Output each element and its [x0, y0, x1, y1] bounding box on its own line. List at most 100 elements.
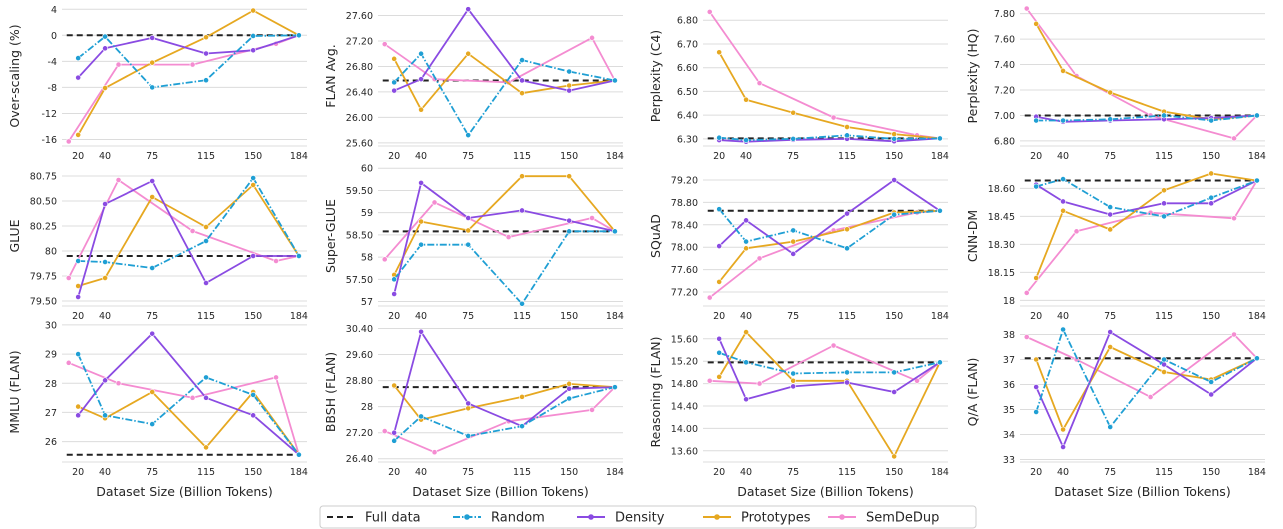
panel-super-glue: 60 59.50 59 58.50 58 57.50 57 20 40 75 115 150 184 Su…: [323, 164, 624, 322]
x-tick-label: 150: [560, 467, 578, 478]
series-semdedup-point: [65, 275, 72, 281]
series-density-point: [391, 87, 398, 94]
panel-squad: 79.20 78.80 78.40 78.00 77.60 77.20 20 40 75 115 1…: [648, 176, 949, 323]
series-random-point: [203, 374, 209, 381]
series-random-line: [393, 52, 616, 137]
y-tick-label: 58.50: [346, 230, 373, 241]
x-tick-label: 115: [838, 467, 856, 478]
y-tick-label: 28: [45, 379, 57, 390]
series-prototypes-point: [1161, 369, 1167, 375]
series-prototypes-line: [718, 51, 940, 140]
series-prototypes-point: [844, 124, 850, 130]
series-random-point: [1060, 176, 1066, 182]
series-random-point: [102, 259, 108, 265]
y-tick-label: 6.80: [994, 136, 1015, 147]
series-density-point: [566, 385, 573, 392]
series-random-point: [1161, 356, 1167, 363]
y-tick-label: -8: [48, 83, 57, 94]
x-tick-label: 184: [931, 151, 949, 162]
series-prototypes-line: [393, 382, 615, 421]
series-random-point: [566, 68, 573, 75]
x-tick-label: 150: [1202, 151, 1220, 162]
series-random-line: [718, 208, 940, 250]
y-tick-label: 7.20: [994, 86, 1015, 97]
series-prototypes-point: [102, 85, 108, 91]
series-density-point: [102, 201, 108, 207]
series-density-point: [391, 291, 398, 297]
series-random-point: [1033, 409, 1040, 415]
series-random-line: [77, 353, 300, 456]
series-prototypes-line: [77, 184, 300, 287]
series-density-point: [465, 215, 472, 221]
series-semdedup-line: [1026, 333, 1258, 398]
series-random-point: [391, 276, 398, 283]
series-random-point: [391, 437, 398, 444]
series-density-point: [465, 400, 472, 407]
series-random-point: [296, 451, 302, 458]
x-tick-label: 75: [787, 151, 799, 162]
series-density-point: [250, 412, 257, 419]
series-semdedup-point: [189, 228, 196, 234]
y-axis-label: CNN-DM: [965, 210, 980, 262]
y-axis-label: FLAN Avg.: [323, 44, 338, 107]
series-semdedup-point: [189, 394, 196, 401]
series-random-point: [149, 421, 156, 427]
panel-glue: 80.75 80.50 80.25 80 79.75 79.50 20 40 75 115 150 1…: [7, 172, 308, 323]
x-tick-label: 75: [146, 467, 158, 478]
series-prototypes-point: [1033, 275, 1040, 281]
series-semdedup-point: [115, 61, 122, 68]
series-semdedup-point: [1073, 228, 1080, 235]
series-density-point: [102, 45, 108, 52]
y-tick-label: 0: [51, 31, 57, 42]
series-random-point: [1254, 112, 1260, 119]
legend: Full data Random Density Prototypes SemDeDup: [319, 505, 977, 529]
x-tick-label: 150: [244, 311, 262, 322]
series-random-point: [1107, 116, 1114, 123]
series-prototypes-point: [250, 182, 257, 188]
series-prototypes-point: [1060, 207, 1066, 214]
legend-label-semdedup: SemDeDup: [866, 511, 939, 526]
series-prototypes-point: [716, 373, 723, 380]
x-tick-label: 20: [72, 311, 84, 322]
series-density-point: [891, 389, 898, 395]
series-random-point: [612, 384, 618, 391]
y-axis-label: SQuAD: [648, 214, 663, 258]
y-tick-label: 35: [1003, 405, 1015, 416]
series-semdedup-point: [273, 258, 279, 264]
x-tick-label: 115: [838, 151, 856, 162]
x-tick-label: 40: [1057, 151, 1069, 162]
series-semdedup-point: [1231, 331, 1237, 338]
series-prototypes-point: [716, 49, 723, 56]
series-random-line: [78, 177, 300, 269]
x-tick-label: 75: [1104, 151, 1116, 162]
x-tick-label: 184: [290, 467, 308, 478]
series-semdedup-point: [756, 80, 763, 87]
y-tick-label: 28: [361, 402, 373, 413]
y-tick-label: 18.45: [988, 212, 1015, 223]
x-tick-label: 75: [462, 311, 474, 322]
x-tick-label: 184: [290, 151, 308, 162]
panel-perplexity-c4: 6.80 6.70 6.60 6.50 6.40 6.30 20 40 75 115 150 184 P…: [648, 9, 949, 162]
panel-q-a-flan: 38 37 36 35 34 33 20 40 75 115 150 184 Q/A (FLAN) Dat…: [965, 326, 1266, 499]
series-density-point: [418, 328, 424, 335]
series-semdedup-point: [381, 41, 388, 48]
series-density-point: [75, 294, 82, 300]
y-tick-label: 57.50: [346, 275, 373, 286]
y-tick-label: 7.80: [994, 9, 1015, 20]
series-prototypes-point: [465, 405, 472, 412]
series-prototypes-point: [1161, 187, 1167, 194]
y-tick-label: 6.30: [677, 134, 698, 145]
series-semdedup-point: [505, 234, 512, 241]
y-tick-label: 18: [1003, 296, 1015, 307]
x-tick-label: 20: [713, 311, 725, 322]
x-tick-label: 184: [606, 311, 624, 322]
series-prototypes-point: [1107, 344, 1114, 350]
series-density-point: [1033, 384, 1040, 390]
series-prototypes-point: [149, 194, 156, 200]
y-axis-label: BBSH (FLAN): [323, 352, 338, 432]
y-tick-label: 79.50: [30, 297, 57, 308]
x-tick-label: 184: [606, 151, 624, 162]
series-prototypes-point: [465, 227, 472, 234]
y-tick-label: 27.20: [346, 37, 373, 48]
